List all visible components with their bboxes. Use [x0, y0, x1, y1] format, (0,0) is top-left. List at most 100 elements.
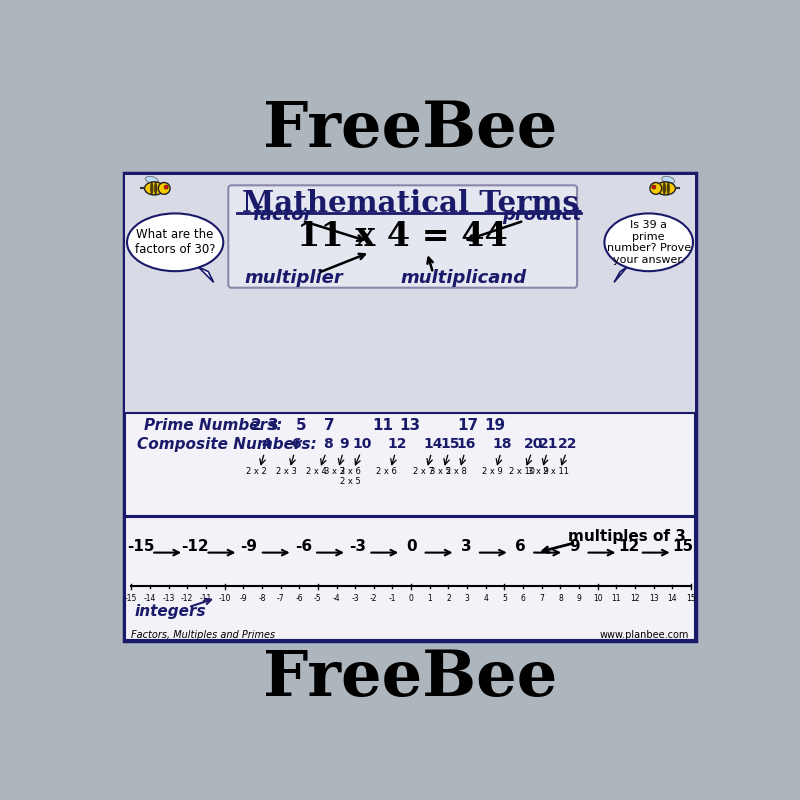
Text: 14: 14 [667, 594, 678, 603]
Text: 2 x 6: 2 x 6 [377, 467, 398, 476]
FancyBboxPatch shape [125, 414, 695, 516]
Circle shape [158, 182, 170, 194]
Text: 10: 10 [593, 594, 602, 603]
Circle shape [164, 185, 168, 189]
Text: 4: 4 [483, 594, 488, 603]
FancyBboxPatch shape [125, 517, 695, 640]
Ellipse shape [154, 182, 158, 195]
Text: What are the
factors of 30?: What are the factors of 30? [135, 228, 215, 256]
Text: 12: 12 [618, 539, 640, 554]
Text: -2: -2 [370, 594, 378, 603]
Text: 3: 3 [461, 539, 471, 554]
Text: -15: -15 [125, 594, 138, 603]
Text: 11: 11 [612, 594, 621, 603]
Text: multiplier: multiplier [245, 270, 343, 287]
Text: 6: 6 [515, 539, 526, 554]
Circle shape [650, 182, 662, 194]
Text: 0: 0 [409, 594, 414, 603]
Text: 17: 17 [457, 418, 478, 433]
Text: 7: 7 [539, 594, 544, 603]
Text: integers: integers [134, 605, 206, 619]
Text: www.planbee.com: www.planbee.com [599, 630, 689, 640]
Text: 13: 13 [649, 594, 658, 603]
Text: -13: -13 [162, 594, 174, 603]
Text: 9: 9 [570, 539, 580, 554]
Text: -12: -12 [181, 594, 194, 603]
Text: 2 x 9: 2 x 9 [482, 467, 502, 476]
Text: 3 x 3: 3 x 3 [324, 467, 345, 476]
Text: 8: 8 [322, 437, 333, 451]
Text: -3: -3 [351, 594, 359, 603]
Text: 3: 3 [465, 594, 470, 603]
Text: 18: 18 [493, 437, 512, 451]
Text: 6: 6 [521, 594, 526, 603]
Text: 5: 5 [295, 418, 306, 433]
Text: -4: -4 [333, 594, 340, 603]
Text: 5: 5 [502, 594, 507, 603]
Text: 9: 9 [577, 594, 582, 603]
Text: FreeBee: FreeBee [263, 98, 557, 160]
FancyBboxPatch shape [228, 186, 577, 288]
Text: 11: 11 [373, 418, 394, 433]
Text: 9: 9 [340, 437, 350, 451]
Text: Prime Numbers:: Prime Numbers: [144, 418, 282, 433]
Text: 22: 22 [558, 437, 578, 451]
Text: 12: 12 [387, 437, 406, 451]
Text: Is 39 a
prime
number? Prove
your answer.: Is 39 a prime number? Prove your answer. [606, 220, 690, 265]
Ellipse shape [656, 182, 675, 195]
Text: -6: -6 [294, 539, 312, 554]
Text: -6: -6 [295, 594, 303, 603]
Text: multiples of 3: multiples of 3 [568, 529, 686, 544]
Ellipse shape [150, 182, 154, 195]
Text: 3 x 9: 3 x 9 [528, 467, 549, 476]
Ellipse shape [666, 182, 670, 195]
Text: -12: -12 [181, 539, 209, 554]
Ellipse shape [127, 214, 223, 271]
Text: 2 x 8: 2 x 8 [446, 467, 466, 476]
Text: 21: 21 [539, 437, 558, 451]
Text: -11: -11 [200, 594, 212, 603]
Text: -1: -1 [389, 594, 396, 603]
Text: -15: -15 [126, 539, 154, 554]
Text: 13: 13 [399, 418, 421, 433]
Text: 1: 1 [427, 594, 432, 603]
Text: factor: factor [252, 206, 313, 224]
Text: -8: -8 [258, 594, 266, 603]
Text: 2: 2 [250, 418, 262, 433]
Text: 16: 16 [457, 437, 476, 451]
Text: -3: -3 [349, 539, 366, 554]
Text: 20: 20 [523, 437, 543, 451]
Text: 0: 0 [406, 539, 418, 554]
Text: 11 x 4 = 44: 11 x 4 = 44 [298, 220, 508, 253]
Text: 15: 15 [686, 594, 696, 603]
Text: 4: 4 [261, 437, 271, 451]
Text: 12: 12 [630, 594, 640, 603]
Ellipse shape [663, 182, 674, 188]
Text: 3 x 5: 3 x 5 [430, 467, 450, 476]
Ellipse shape [146, 182, 157, 188]
Text: 2: 2 [446, 594, 451, 603]
Circle shape [652, 185, 656, 189]
Text: 6: 6 [291, 437, 301, 451]
Text: FreeBee: FreeBee [263, 648, 557, 710]
Text: 19: 19 [484, 418, 506, 433]
Text: -9: -9 [241, 539, 258, 554]
Text: 2 x 5: 2 x 5 [339, 477, 360, 486]
Text: 7: 7 [324, 418, 334, 433]
FancyBboxPatch shape [125, 174, 695, 412]
Text: 2 x 3: 2 x 3 [275, 467, 297, 476]
Text: product: product [502, 206, 582, 224]
Ellipse shape [145, 182, 164, 195]
Text: 15: 15 [673, 539, 694, 554]
Polygon shape [198, 267, 214, 282]
Ellipse shape [605, 214, 693, 271]
Text: 10: 10 [353, 437, 372, 451]
Text: 2 x 11: 2 x 11 [543, 467, 570, 476]
Text: 15: 15 [440, 437, 460, 451]
FancyBboxPatch shape [123, 173, 697, 641]
Text: multiplicand: multiplicand [401, 270, 527, 287]
Ellipse shape [662, 176, 674, 183]
Text: Factors, Multiples and Primes: Factors, Multiples and Primes [131, 630, 275, 640]
Text: -5: -5 [314, 594, 322, 603]
Text: 8: 8 [558, 594, 563, 603]
